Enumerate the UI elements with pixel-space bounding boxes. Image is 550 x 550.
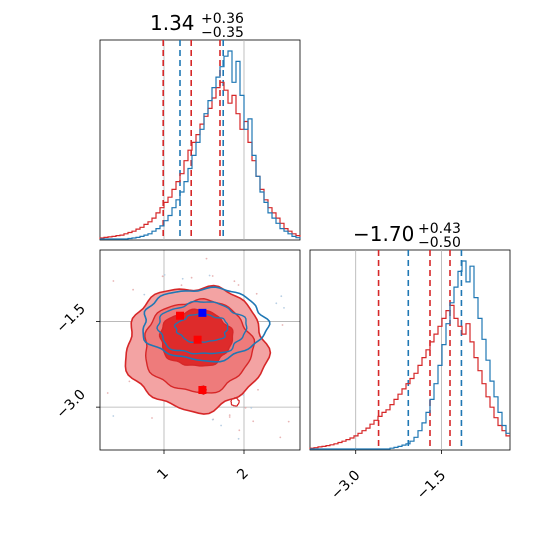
- hist-param1-panel: 1.34 +0.36 −0.35: [99, 11, 301, 241]
- blue-contour-inner: [173, 312, 229, 343]
- scatter-point: [190, 276, 193, 279]
- hist-param1-frame: [99, 39, 301, 241]
- scatter-point: [287, 420, 290, 423]
- scatter-point: [211, 275, 214, 277]
- hist-param2-title: −1.70: [353, 222, 414, 246]
- hist-param2-panel: −3.0 −1.5 −1.70 +0.43 −0.50: [309, 221, 511, 503]
- scatter-point: [112, 415, 115, 417]
- scatter-point: [132, 288, 135, 291]
- hist-param2-quantile-lines: [377, 250, 463, 450]
- scatter-point: [143, 293, 146, 296]
- xtick-label-0: 1: [154, 466, 172, 484]
- hist-param1-title: 1.34: [150, 11, 195, 35]
- ytick-label-0: −1.5: [53, 301, 88, 336]
- joint-frame: [99, 249, 301, 451]
- ytick-label-1: −3.0: [53, 387, 88, 422]
- hist-param1-quantile-lines: [162, 40, 224, 240]
- red-marker-1: [193, 335, 202, 344]
- scatter-point: [255, 292, 258, 295]
- scatter-point: [112, 280, 115, 282]
- xtick-label-1: −1.5: [414, 468, 449, 503]
- scatter-point: [161, 275, 164, 278]
- scatter-point: [181, 277, 184, 280]
- scatter-point: [228, 414, 231, 416]
- scatter-point: [242, 394, 245, 397]
- scatter-point: [128, 380, 131, 383]
- hist-param1-title-main: 1.34: [150, 11, 195, 35]
- hist-param1-blue-series: [100, 50, 301, 240]
- hist-param2-title-minus: −0.50: [418, 235, 461, 251]
- xtick-label-0: −3.0: [328, 468, 363, 503]
- hist-param2-frame: [309, 249, 511, 451]
- scatter-point: [279, 436, 282, 439]
- joint-contours: [124, 284, 272, 415]
- scatter-point: [237, 437, 240, 440]
- blue-marker-0: [198, 308, 207, 317]
- scatter-point: [257, 388, 259, 391]
- scatter-point: [237, 284, 240, 286]
- joint-markers: [176, 308, 207, 394]
- scatter-point: [244, 406, 247, 409]
- scatter-point: [163, 274, 166, 276]
- hist-param2-blue-series: [310, 260, 510, 450]
- hist-param1-title-minus: −0.35: [201, 25, 244, 41]
- hist-param1-title-plus: +0.36: [201, 11, 244, 27]
- scatter-point: [151, 417, 153, 419]
- scatter-point: [281, 324, 284, 326]
- hist-param2-red-series: [309, 304, 510, 449]
- scatter-point: [250, 407, 253, 409]
- scatter-point: [228, 416, 231, 418]
- scatter-point: [208, 274, 211, 277]
- scatter-point: [233, 280, 236, 283]
- scatter-point: [220, 424, 223, 427]
- scatter-point: [283, 307, 285, 309]
- joint-yticks: −1.5 −3.0: [53, 301, 100, 422]
- hist-param2-title-plus: +0.43: [418, 221, 461, 237]
- scatter-point: [180, 284, 183, 287]
- red-marker-0: [176, 311, 184, 320]
- blue-contour-outer: [142, 286, 271, 363]
- scatter-point: [275, 302, 278, 305]
- hist-param2-xticks: −3.0 −1.5: [328, 450, 449, 503]
- blue-contour-mid: [156, 300, 248, 355]
- scatter-point: [205, 257, 208, 260]
- scatter-point: [211, 418, 214, 421]
- scatter-point: [106, 392, 109, 394]
- red-contour-island-2: [230, 397, 240, 407]
- red-marker-2: [198, 386, 207, 394]
- hist-param1-red-series: [99, 81, 301, 239]
- scatter-point: [280, 295, 283, 298]
- xtick-label-1: 2: [234, 466, 252, 484]
- hist-param2-title-main: −1.70: [353, 222, 414, 246]
- scatter-point: [252, 420, 255, 423]
- scatter-point: [238, 429, 241, 432]
